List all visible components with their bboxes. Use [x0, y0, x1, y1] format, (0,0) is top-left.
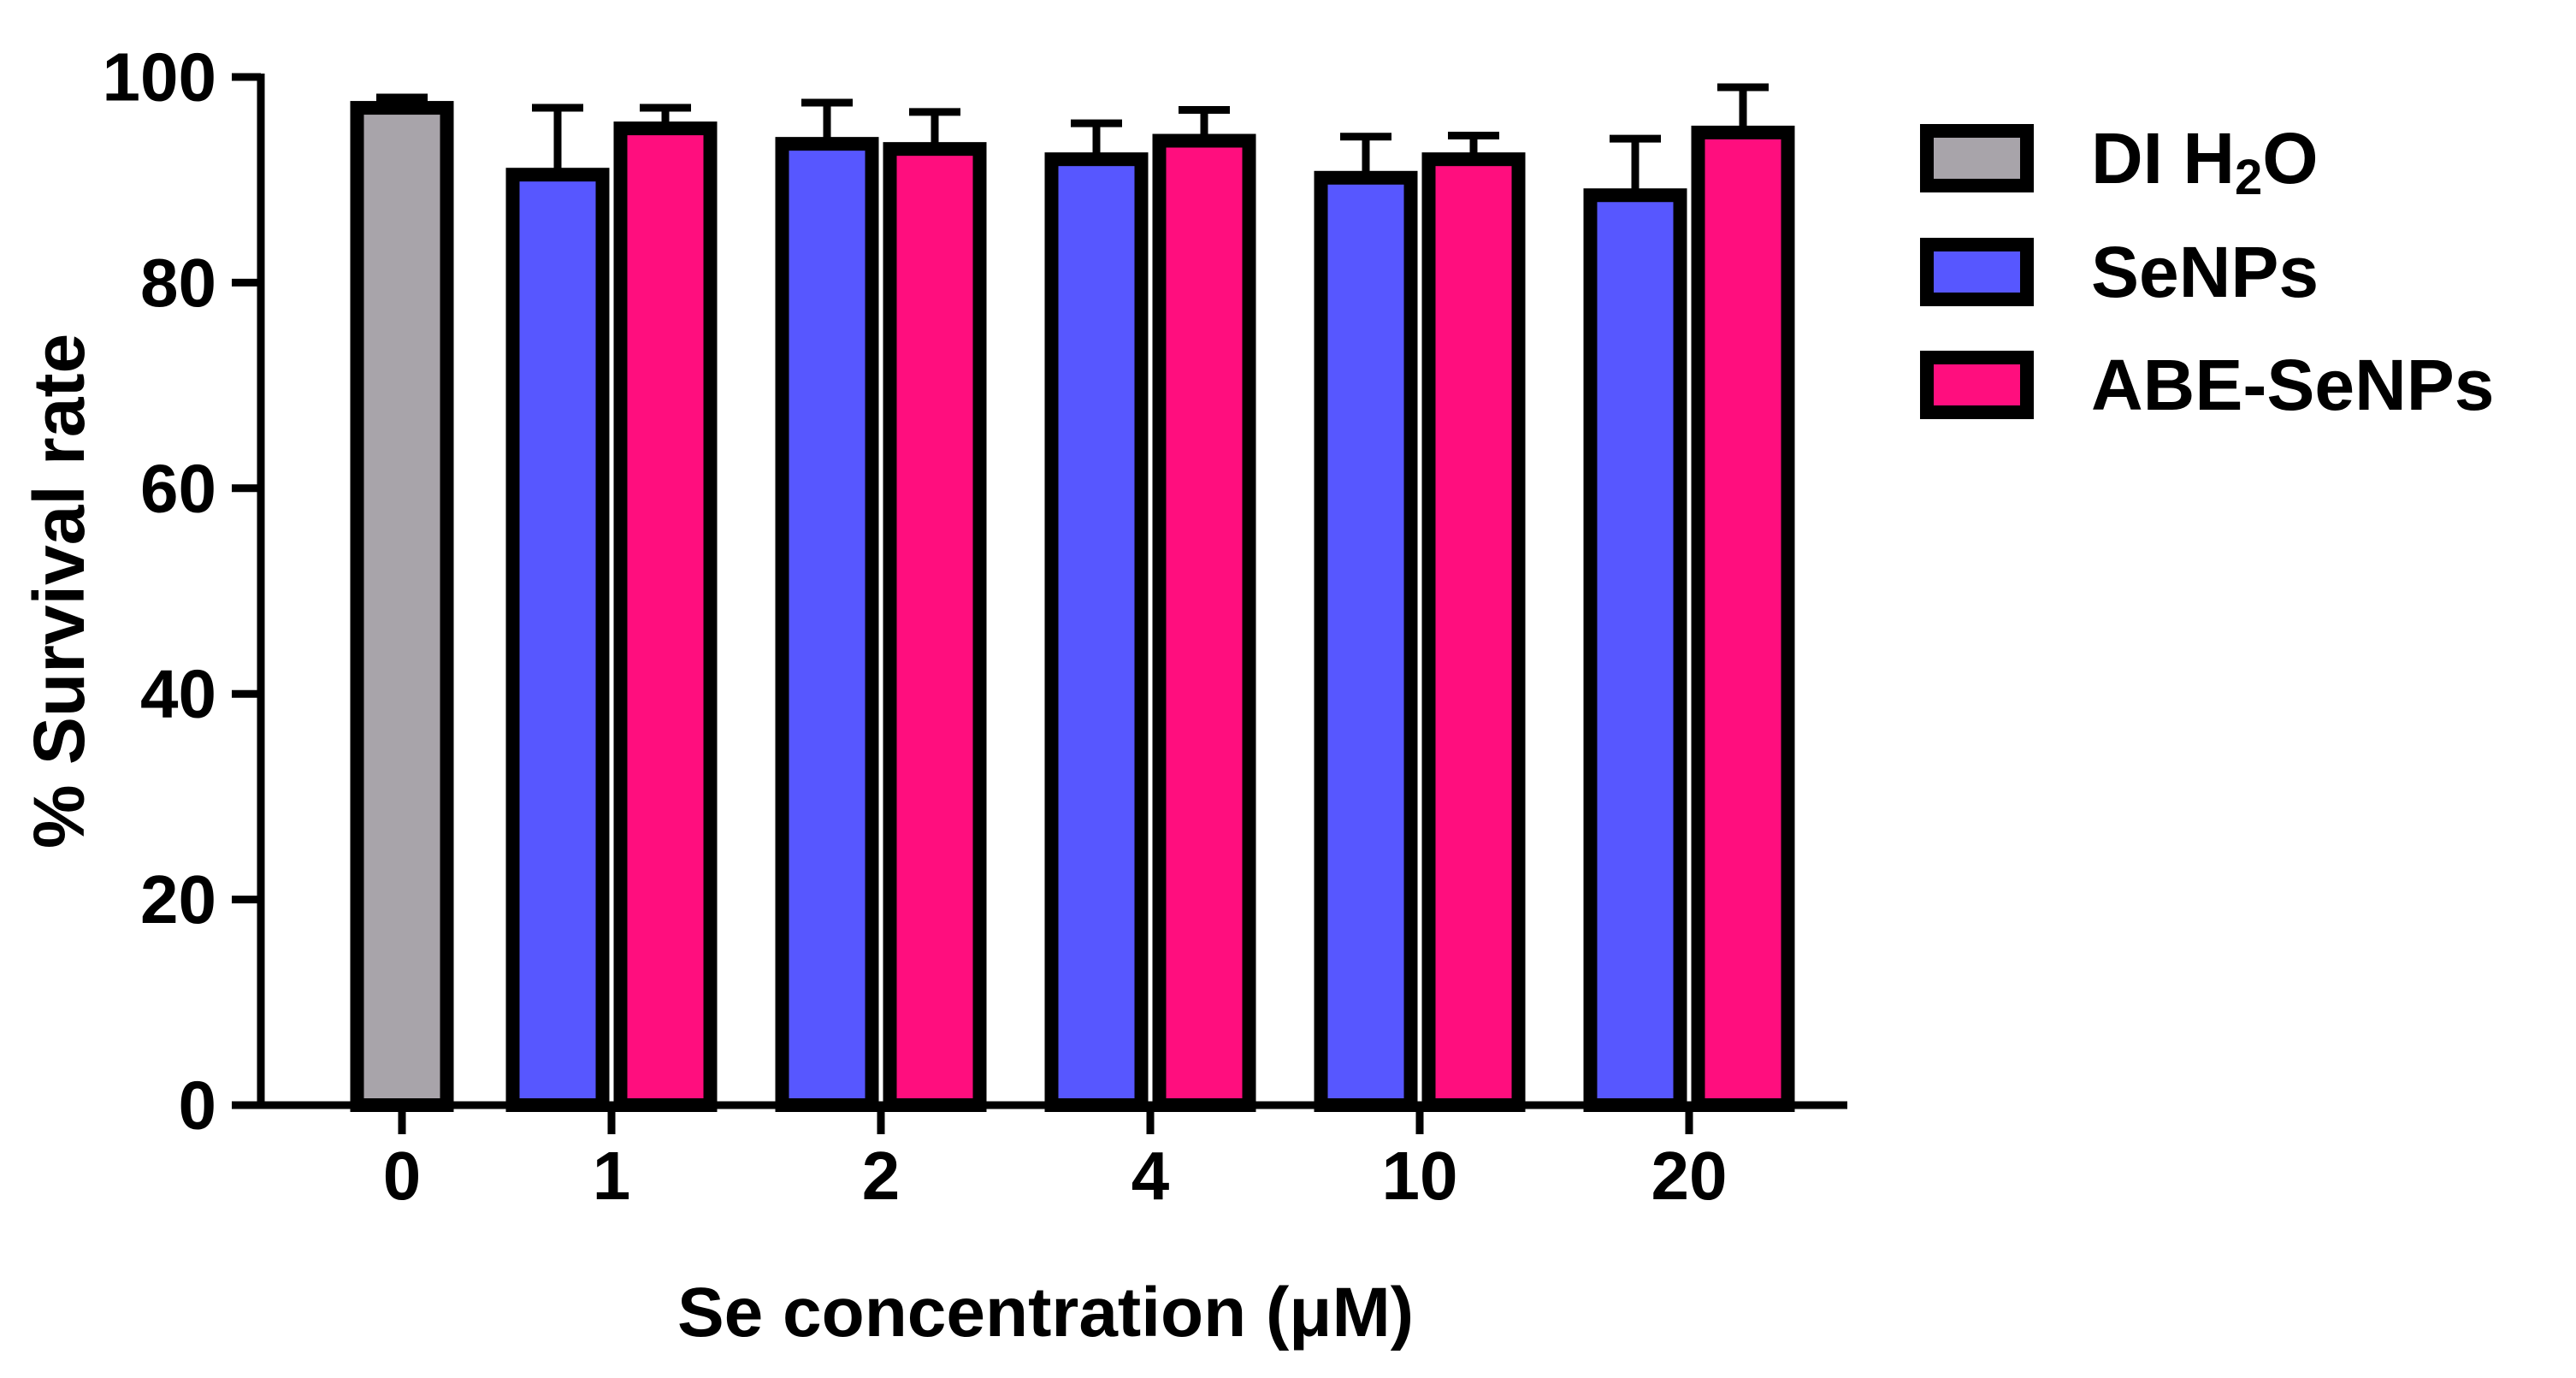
axes-layer [232, 73, 1847, 1134]
y-axis-title: % Survival rate [19, 334, 99, 849]
bars-layer [350, 101, 1795, 1113]
bar-abe-senps-20 [1691, 125, 1795, 1113]
y-tick-label-20: 20 [140, 861, 216, 937]
legend-label-tail: O [2262, 118, 2318, 198]
legend-label-subscript: 2 [2235, 150, 2262, 205]
bar-abe-senps-2 [883, 142, 987, 1112]
legend-swatch-senps [1920, 238, 2034, 306]
x-tick-label-0: 0 [383, 1138, 422, 1214]
bar-senps-10 [1314, 170, 1418, 1112]
bar-abe-senps-1 [613, 121, 718, 1113]
legend-label-abe-senps: ABE-SeNPs [2091, 345, 2494, 425]
legend-label-di-h2o: DI H2O [2091, 118, 2319, 205]
bar-di-h2o-0 [350, 101, 454, 1112]
y-tick-label-40: 40 [140, 656, 216, 732]
y-tick-label-60: 60 [140, 450, 216, 526]
x-axis-title: Se concentration (μM) [677, 1274, 1414, 1351]
bar-senps-20 [1583, 188, 1687, 1113]
legend: DI H2O SeNPs ABE-SeNPs [1920, 118, 2494, 425]
x-tick-label-2: 2 [862, 1138, 901, 1214]
legend-swatch-di-h2o [1920, 124, 2034, 192]
bar-senps-2 [775, 137, 879, 1112]
legend-label-main: DI H [2091, 118, 2235, 198]
bar-senps-4 [1044, 152, 1149, 1112]
y-tick-label-0: 0 [179, 1068, 217, 1144]
x-tick-label-1: 1 [593, 1138, 631, 1214]
x-tick-label-4: 4 [1131, 1138, 1170, 1214]
bar-abe-senps-10 [1421, 152, 1526, 1112]
error-bars-layer [376, 83, 1769, 196]
y-tick-label-100: 100 [103, 39, 216, 115]
x-tick-label-10: 10 [1382, 1138, 1458, 1214]
labels-layer: 0 20 40 60 80 100 0 1 2 4 10 20 Se concentration (μM… [19, 39, 1727, 1352]
bar-abe-senps-4 [1152, 133, 1256, 1112]
x-tick-label-20: 20 [1651, 1138, 1728, 1214]
legend-swatch-abe-senps [1920, 351, 2034, 419]
bar-senps-1 [505, 168, 610, 1113]
legend-label-senps: SeNPs [2091, 232, 2319, 312]
y-tick-label-80: 80 [140, 245, 216, 321]
